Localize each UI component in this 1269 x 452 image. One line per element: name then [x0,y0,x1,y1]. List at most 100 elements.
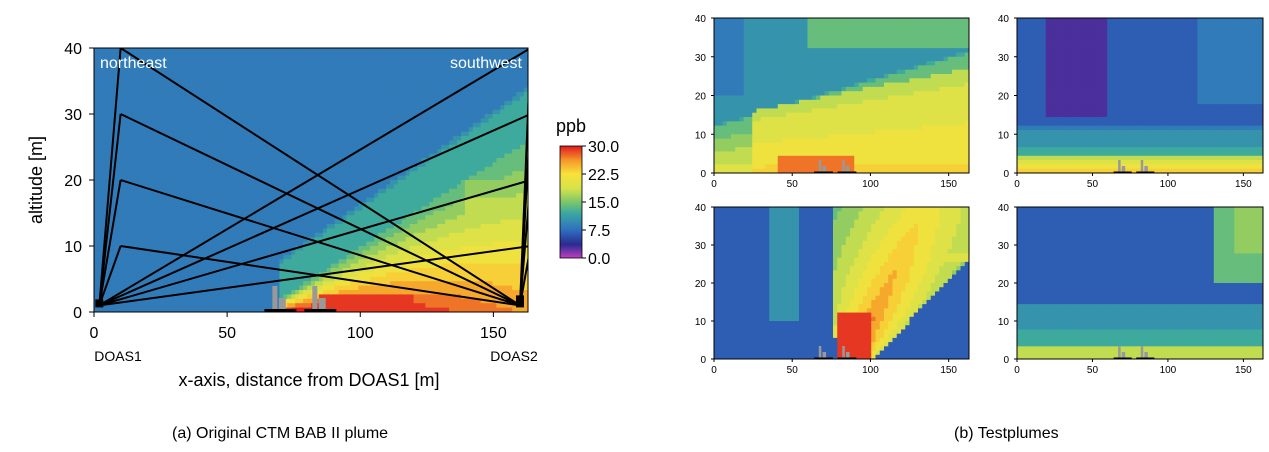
field-cell [251,149,257,155]
field-cell [204,215,210,221]
field-cell [141,144,146,150]
field-cell [295,180,300,185]
field-cell [283,224,288,229]
field-cell [382,153,387,159]
field-cell [105,272,111,278]
field-cell [330,48,336,53]
field-cell [303,122,308,128]
field-cell [279,171,284,177]
field-cell [149,294,154,300]
field-cell [105,96,111,102]
field-cell [232,272,237,278]
field-cell [153,52,158,58]
field-cell [212,184,217,190]
field-cell [405,197,411,203]
field-cell [374,87,379,93]
field-cell [196,140,202,146]
field-cell [299,303,304,309]
field-cell [413,52,419,58]
field-cell [184,118,190,124]
field-cell [334,87,340,93]
field-cell [358,263,363,269]
field-cell [374,228,379,234]
field-cell [397,65,403,71]
field-cell [307,162,312,168]
field-cell [405,96,411,102]
field-cell [263,131,269,137]
field-cell [192,272,198,278]
field-cell [165,197,170,203]
field-cell [109,202,115,207]
field-cell [125,162,131,168]
field-cell [117,298,123,304]
field-cell [358,131,363,137]
field-cell [141,149,146,155]
field-cell [413,281,419,287]
field-cell [346,224,352,229]
field-cell [358,175,363,181]
field-cell [168,307,174,312]
field-cell [346,202,352,207]
field-cell [271,237,277,243]
field-cell [334,114,340,119]
field-cell [94,87,99,93]
field-cell [165,263,170,269]
field-cell [314,224,320,229]
field-cell [275,162,281,168]
field-cell [417,136,423,141]
field-cell [105,166,111,172]
field-cell [295,52,300,58]
field-cell [283,109,288,115]
field-cell [271,197,277,203]
field-cell [409,228,415,234]
field-cell [232,122,237,128]
field-cell [279,158,284,163]
field-cell [401,180,407,185]
field-cell [236,206,241,212]
field-cell [374,131,379,137]
field-cell [97,149,103,155]
field-cell [176,114,182,119]
field-cell [196,70,202,75]
field-cell [393,149,399,155]
field-cell [97,96,103,102]
field-cell [299,171,304,177]
field-cell [247,158,253,163]
field-cell [405,171,411,177]
field-cell [149,290,154,295]
field-cell [232,184,237,190]
field-cell [330,83,336,89]
field-cell [378,140,383,146]
field-cell [204,61,210,67]
field-cell [295,294,300,300]
field-cell [401,52,407,58]
field-cell [287,206,292,212]
field-cell [303,100,308,106]
field-cell [322,149,328,155]
field-cell [212,144,217,150]
field-cell [354,70,359,75]
field-cell [129,171,135,177]
field-cell [247,96,253,102]
field-cell [413,184,419,190]
field-cell [105,136,111,141]
field-cell [350,175,355,181]
field-cell [149,219,154,225]
field-cell [94,193,99,199]
field-cell [129,149,135,155]
field-cell [101,65,107,71]
field-cell [232,158,237,163]
field-cell [322,153,328,159]
field-cell [370,175,375,181]
field-cell [271,153,277,159]
field-cell [366,127,371,133]
field-cell [283,61,288,67]
field-cell [303,276,308,282]
field-cell [251,61,257,67]
field-cell [228,184,233,190]
field-cell [263,52,269,58]
field-cell [168,303,174,309]
field-cell [121,61,127,67]
field-cell [133,250,138,256]
field-cell [157,61,162,67]
